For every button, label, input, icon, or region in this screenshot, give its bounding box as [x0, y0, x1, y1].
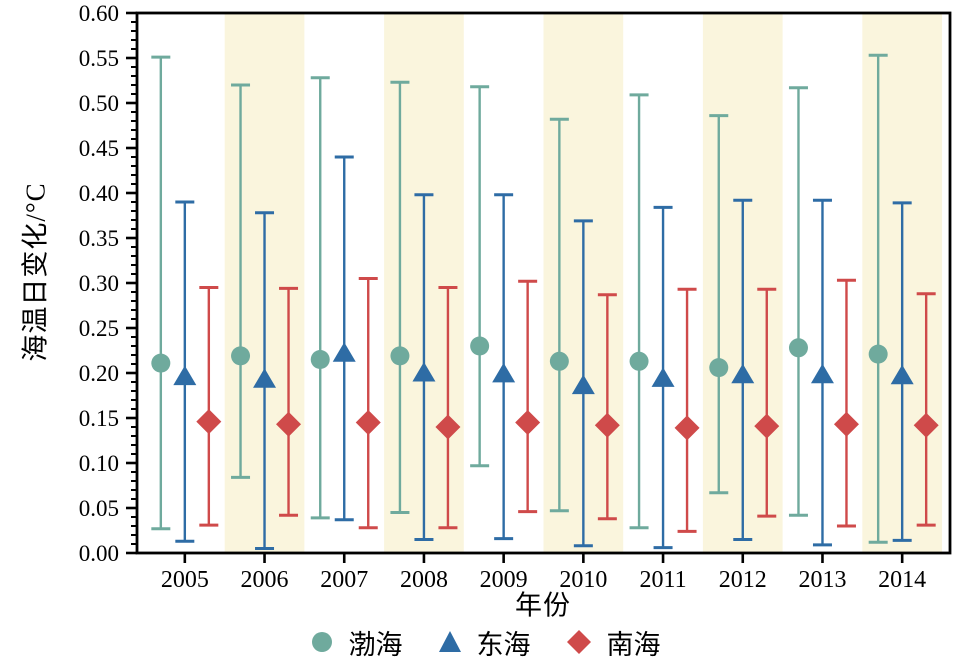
data-marker-nanhai — [196, 409, 222, 435]
circle-marker-icon — [311, 632, 332, 652]
data-marker-nanhai — [276, 411, 302, 437]
data-marker-bohai — [549, 351, 569, 371]
legend-item-nanhai: 南海 — [565, 623, 661, 662]
triangle-marker-icon — [438, 631, 461, 652]
data-marker-nanhai — [674, 415, 700, 441]
data-marker-bohai — [310, 350, 330, 369]
data-marker-donghai — [810, 363, 834, 384]
x-tick-label: 2013 — [798, 567, 846, 593]
y-tick-label: 0.35 — [79, 226, 119, 251]
data-marker-bohai — [390, 346, 410, 366]
legend-item-donghai: 东海 — [437, 623, 531, 662]
y-tick-label: 0.55 — [79, 46, 119, 71]
data-marker-bohai — [788, 338, 808, 358]
y-tick-label: 0.20 — [79, 361, 119, 386]
y-tick-label: 0.00 — [79, 541, 119, 566]
data-marker-donghai — [492, 362, 516, 383]
x-tick-label: 2014 — [878, 567, 926, 593]
y-tick-label: 0.60 — [79, 1, 119, 26]
legend: 渤海 东海 南海 — [0, 624, 969, 660]
data-marker-nanhai — [754, 413, 780, 439]
legend-item-bohai: 渤海 — [309, 623, 403, 662]
x-tick-label: 2010 — [559, 567, 607, 593]
y-tick-label: 0.05 — [79, 496, 119, 521]
data-marker-bohai — [868, 344, 888, 364]
data-marker-nanhai — [355, 410, 381, 435]
data-marker-donghai — [253, 368, 277, 388]
x-tick-label: 2009 — [480, 567, 528, 593]
data-marker-nanhai — [913, 412, 939, 438]
y-tick-label: 0.10 — [79, 451, 119, 476]
data-marker-donghai — [731, 363, 755, 384]
data-marker-donghai — [332, 342, 356, 362]
data-marker-donghai — [890, 364, 914, 385]
y-tick-label: 0.40 — [79, 181, 119, 206]
x-axis-label: 年份 — [515, 590, 571, 621]
data-marker-bohai — [231, 346, 251, 366]
data-marker-donghai — [571, 374, 595, 395]
data-marker-nanhai — [833, 411, 859, 437]
x-tick-label: 2006 — [241, 567, 289, 593]
x-tick-label: 2007 — [320, 567, 368, 593]
x-tick-label: 2008 — [400, 567, 448, 593]
data-marker-donghai — [173, 365, 197, 386]
y-axis-label: 海温日变化/°C — [20, 182, 51, 362]
data-marker-donghai — [412, 362, 436, 382]
data-marker-nanhai — [594, 412, 620, 438]
x-tick-label: 2012 — [719, 567, 767, 593]
data-marker-nanhai — [515, 410, 541, 435]
legend-label-bohai: 渤海 — [348, 629, 403, 660]
legend-label-nanhai: 南海 — [606, 629, 661, 660]
data-marker-donghai — [651, 367, 675, 387]
legend-label-donghai: 东海 — [476, 629, 531, 660]
x-tick-label: 2005 — [161, 567, 209, 593]
data-marker-nanhai — [435, 414, 461, 440]
plot-border — [135, 11, 952, 555]
data-marker-bohai — [151, 353, 171, 373]
data-marker-bohai — [629, 351, 649, 371]
y-tick-label: 0.30 — [79, 271, 119, 296]
data-marker-bohai — [709, 358, 729, 378]
y-tick-label: 0.15 — [79, 406, 119, 431]
y-tick-label: 0.25 — [79, 316, 119, 341]
data-marker-bohai — [470, 336, 490, 356]
x-tick-label: 2011 — [640, 567, 687, 593]
y-tick-label: 0.50 — [79, 91, 119, 116]
y-tick-label: 0.45 — [79, 136, 119, 161]
diamond-marker-icon — [566, 630, 591, 654]
